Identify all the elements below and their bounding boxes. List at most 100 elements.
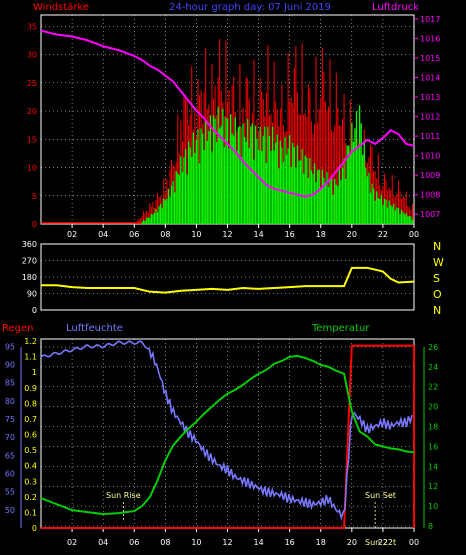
humidity-axis-label-95: 95: [5, 342, 15, 351]
top-x-label-06: 06: [129, 230, 139, 239]
top-x-label-20: 20: [347, 230, 357, 239]
direction-axis-label-360: 360: [22, 240, 37, 249]
humidity-axis-label-50: 50: [5, 506, 15, 515]
wind-direction-line: [41, 266, 415, 294]
wind-axis-label-25: 25: [27, 79, 37, 88]
rain-axis-label-0.1: 0.1: [24, 508, 37, 517]
humidity-axis-label-60: 60: [5, 469, 15, 478]
bottom-x-label-22: 22: [378, 538, 388, 547]
humidity-axis-label-70: 70: [5, 433, 15, 442]
temperature-axis-label-26: 26: [428, 343, 438, 352]
chart-title: 24-hour graph day: 07 Juni 2019: [169, 2, 331, 13]
temperature-header: Temperatur: [311, 323, 370, 334]
pressure-axis-label-1017: 1017: [420, 15, 440, 24]
humidity-axis-label-65: 65: [5, 451, 15, 460]
temperature-axis-label-16: 16: [428, 442, 438, 451]
rain-axis-label-0.2: 0.2: [24, 493, 37, 502]
top-x-label-02: 02: [67, 230, 77, 239]
wind-axis-label-20: 20: [27, 107, 37, 116]
rain-axis-label-1: 1: [32, 368, 37, 377]
pressure-axis-label-1016: 1016: [420, 34, 440, 43]
direction-axis-label-270: 270: [22, 257, 37, 266]
humidity-axis-label-75: 75: [5, 415, 15, 424]
wind-pressure-panel: 02 04 06 08 10 12 14 16 18 20 22 000510152025303510…: [27, 14, 440, 239]
bottom-x-label-12: 12: [222, 538, 232, 547]
bottom-x-label-10: 10: [191, 538, 201, 547]
pressure-header: Luftdruck: [372, 2, 419, 13]
rain-axis-label-0.5: 0.5: [24, 446, 37, 455]
wind-axis-label-30: 30: [27, 51, 37, 60]
wind-axis-label-15: 15: [27, 135, 37, 144]
compass-letter-w: W: [433, 256, 444, 269]
compass-letter-o: O: [433, 288, 442, 301]
direction-axis-label-0: 0: [32, 306, 37, 315]
pressure-axis-label-1011: 1011: [420, 132, 440, 141]
top-x-label-12: 12: [222, 230, 232, 239]
rain-line: [41, 344, 414, 529]
temperature-axis-label-8: 8: [428, 522, 433, 531]
pressure-axis-label-1014: 1014: [420, 74, 440, 83]
temperature-axis-label-18: 18: [428, 423, 438, 432]
rain-axis-label-0.4: 0.4: [24, 462, 37, 471]
bottom-x-label-06: 06: [129, 538, 139, 547]
rain-axis-label-0.9: 0.9: [24, 384, 37, 393]
humidity-axis-label-55: 55: [5, 488, 15, 497]
humidity-axis-label-80: 80: [5, 397, 15, 406]
wind-axis-label-10: 10: [27, 164, 37, 173]
wind-axis-label-35: 35: [27, 22, 37, 31]
compass-letter-n-bottom: N: [433, 304, 441, 317]
humidity-line: [40, 340, 413, 521]
bottom-x-label-04: 04: [98, 538, 108, 547]
temperature-axis-label-20: 20: [428, 403, 438, 412]
top-x-label-00: 00: [409, 230, 419, 239]
bottom-x-label-20: 20: [347, 538, 357, 547]
pressure-axis-label-1010: 1010: [420, 152, 440, 161]
temperature-axis-label-10: 10: [428, 502, 438, 511]
rain-axis-label-0.8: 0.8: [24, 399, 37, 408]
top-x-label-14: 14: [253, 230, 263, 239]
humidity-axis-label-90: 90: [5, 360, 15, 369]
compass-letter-s: S: [433, 272, 440, 285]
temperature-axis-label-14: 14: [428, 462, 438, 471]
pressure-line: [40, 29, 415, 198]
top-x-label-10: 10: [191, 230, 201, 239]
bottom-x-label-16: 16: [285, 538, 295, 547]
direction-axis-label-180: 180: [22, 273, 37, 282]
wind-header: Windstärke: [33, 2, 89, 13]
sun-extra-label: Sun 22t: [365, 538, 396, 547]
top-x-label-22: 22: [378, 230, 388, 239]
top-x-label-08: 08: [160, 230, 170, 239]
wind-axis-label-0: 0: [32, 220, 37, 229]
humidity-header: Luftfeuchte: [66, 323, 123, 334]
sunrise-label: Sun Rise: [106, 491, 141, 500]
sunset-label: Sun Set: [365, 491, 396, 500]
top-x-label-16: 16: [285, 230, 295, 239]
bottom-x-label-18: 18: [316, 538, 326, 547]
bottom-x-label-02: 02: [67, 538, 77, 547]
temperature-axis-label-24: 24: [428, 363, 438, 372]
rain-header: Regen: [2, 323, 34, 334]
direction-axis-label-90: 90: [27, 290, 37, 299]
temperature-line: [40, 354, 415, 516]
humidity-axis-label-85: 85: [5, 379, 15, 388]
rain-axis-label-0: 0: [32, 524, 37, 533]
pressure-axis-label-1008: 1008: [420, 191, 440, 200]
humidity-temperature-panel: 02 04 06 08 10 12 14 16 18 20 22 0000.10.20.30.40.5…: [5, 337, 438, 547]
wind-axis-label-5: 5: [32, 192, 37, 201]
pressure-axis-label-1013: 1013: [420, 93, 440, 102]
bottom-x-label-08: 08: [160, 538, 170, 547]
pressure-axis-label-1007: 1007: [420, 210, 440, 219]
bottom-x-label-14: 14: [253, 538, 263, 547]
bottom-x-label-00: 00: [409, 538, 419, 547]
rain-axis-label-1.1: 1.1: [24, 353, 37, 362]
rain-axis-label-0.7: 0.7: [24, 415, 37, 424]
rain-axis-label-1.2: 1.2: [24, 337, 37, 346]
pressure-axis-label-1012: 1012: [420, 113, 440, 122]
temperature-axis-label-22: 22: [428, 383, 438, 392]
rain-axis-label-0.3: 0.3: [24, 477, 37, 486]
compass-letter-n-top: N: [433, 240, 441, 253]
rain-axis-label-0.6: 0.6: [24, 431, 37, 440]
wind-direction-panel: 0 90 180 270 360: [22, 240, 415, 315]
top-x-label-18: 18: [316, 230, 326, 239]
